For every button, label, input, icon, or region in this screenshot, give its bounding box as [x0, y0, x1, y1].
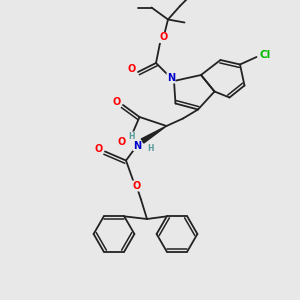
Text: H: H: [147, 144, 153, 153]
Text: O: O: [112, 97, 121, 107]
Text: O: O: [94, 143, 103, 154]
Text: O: O: [118, 136, 126, 147]
Text: O: O: [159, 32, 168, 43]
Text: Cl: Cl: [260, 50, 271, 61]
Text: N: N: [167, 73, 175, 83]
Text: O: O: [127, 64, 136, 74]
Text: H: H: [128, 132, 135, 141]
Text: N: N: [133, 140, 141, 151]
Polygon shape: [141, 126, 166, 143]
Text: O: O: [132, 181, 141, 191]
